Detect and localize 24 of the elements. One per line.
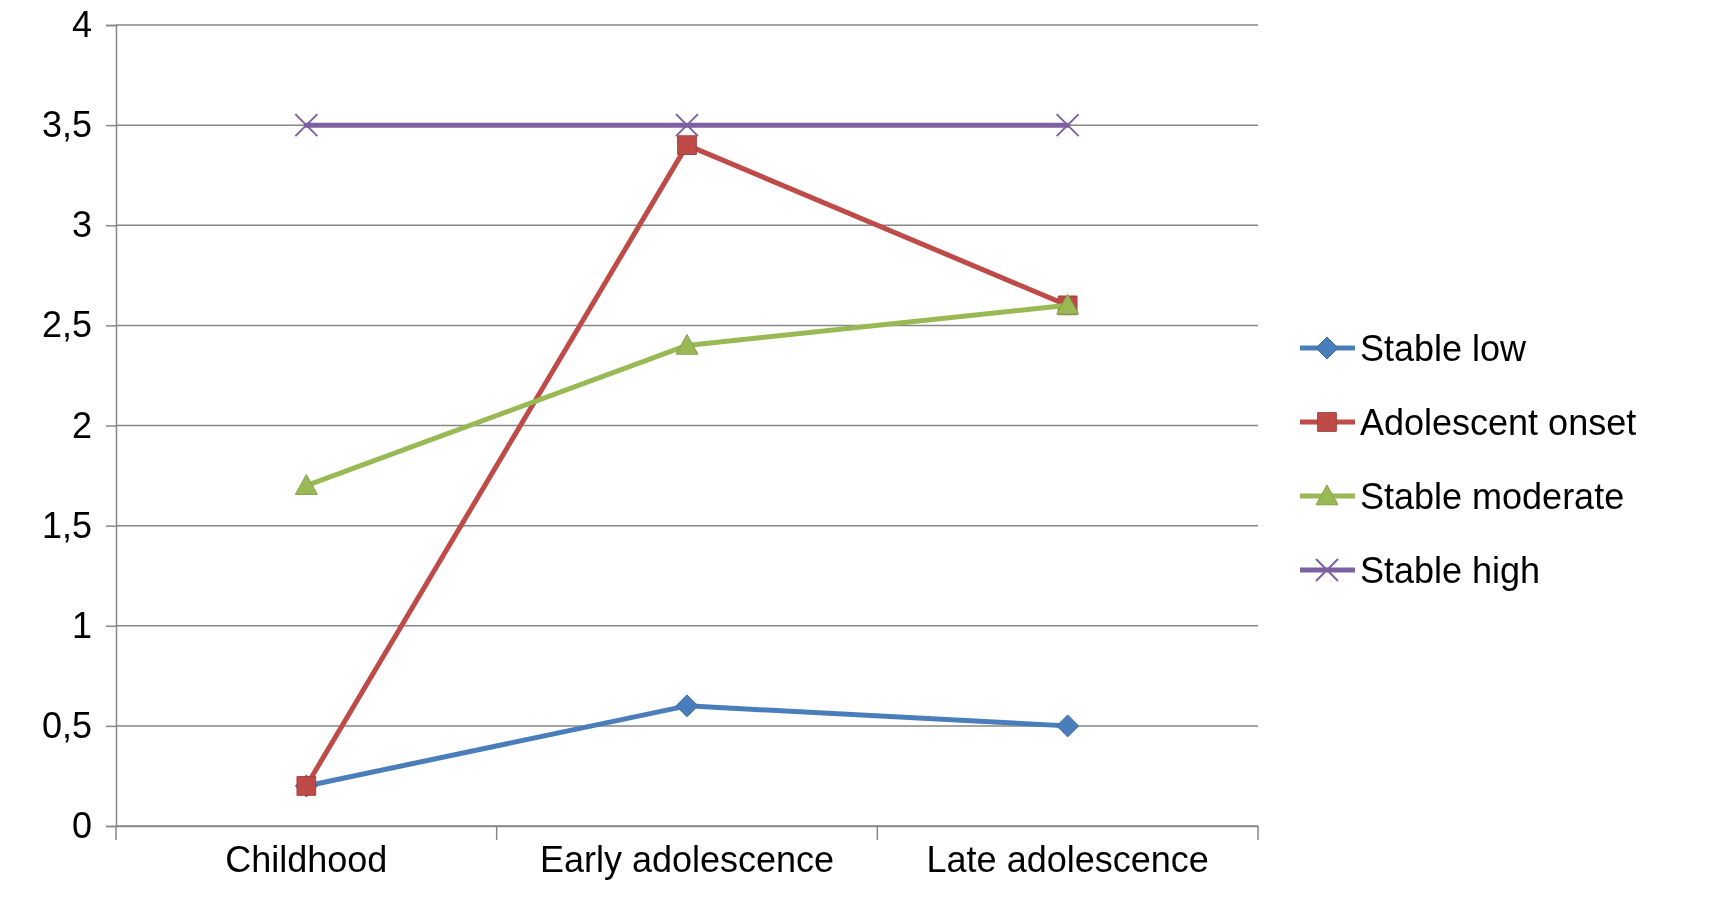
x-tick-label: Childhood (225, 838, 388, 880)
point (675, 694, 699, 718)
legend-label: Stable high (1360, 549, 1541, 591)
y-tick-label: 1 (71, 604, 92, 646)
x-tick-label: Late adolescence (926, 838, 1209, 880)
point (675, 113, 699, 138)
point (677, 135, 697, 155)
x-tick-label: Early adolescence (539, 838, 835, 880)
y-tick-label: 3,5 (41, 104, 92, 146)
y-tick-label: 0 (71, 805, 92, 847)
y-tick-label: 4 (71, 4, 92, 46)
point (1055, 113, 1080, 138)
point (294, 113, 319, 138)
point (675, 333, 699, 355)
y-tick-label: 2 (71, 404, 92, 446)
y-tick-label: 0,5 (41, 704, 92, 746)
point (1056, 714, 1080, 738)
legend-label: Adolescent onset (1360, 401, 1637, 443)
legend-label: Stable low (1360, 327, 1528, 369)
y-tick-label: 3 (71, 204, 92, 246)
legend-label: Stable moderate (1360, 475, 1625, 517)
y-tick-label: 2,5 (41, 304, 92, 346)
y-tick-label: 1,5 (41, 504, 92, 546)
point (294, 474, 318, 495)
